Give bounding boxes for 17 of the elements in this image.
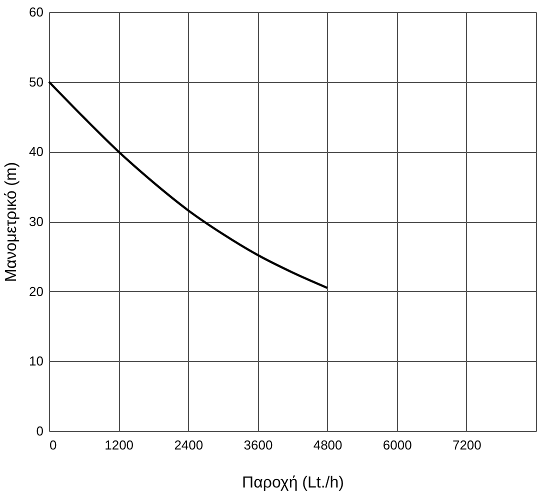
x-tick-label: 0 <box>50 438 57 452</box>
x-tick-label: 2400 <box>174 438 204 452</box>
y-tick-label: 10 <box>29 354 44 369</box>
x-axis-title: Παροχή (Lt./h) <box>242 474 344 492</box>
y-tick-label: 20 <box>29 284 44 299</box>
y-tick-label: 0 <box>36 424 44 438</box>
y-axis-title: Μανομετρικό (m) <box>3 162 20 282</box>
x-tick-label: 6000 <box>382 438 412 452</box>
x-tick-label: 1200 <box>104 438 134 452</box>
y-tick-label: 40 <box>29 144 44 160</box>
x-tick-label: 4800 <box>313 438 342 452</box>
x-tick-label: 7200 <box>452 438 482 452</box>
line-series <box>48 80 328 289</box>
x-tick-label: 3600 <box>244 438 273 452</box>
y-tick-label: 50 <box>29 74 44 90</box>
y-tick-label: 60 <box>29 4 44 20</box>
y-tick-label: 30 <box>29 214 44 229</box>
